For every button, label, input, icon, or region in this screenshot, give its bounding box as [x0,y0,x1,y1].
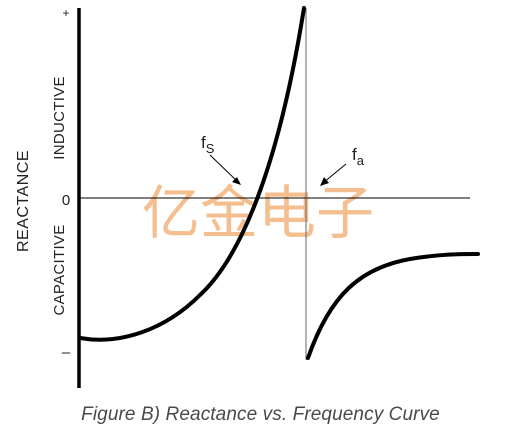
region-label-capacitive: CAPACITIVE [51,224,68,315]
y-tick-zero: 0 [62,192,70,209]
reactance-curve-right [306,252,480,360]
fs-arrowhead [232,177,241,185]
fa-label: fa [352,145,365,168]
fa-arrow [322,163,347,184]
fs-arrow [209,154,239,183]
y-tick-minus: – [62,344,71,361]
region-label-inductive: INDUCTIVE [51,76,68,160]
fa-arrowhead [320,177,329,186]
figure-caption: Figure B) Reactance vs. Frequency Curve [81,404,440,425]
y-tick-plus: + [62,6,69,20]
fs-label: fS [201,133,215,156]
reactance-curve-left [78,6,306,342]
y-axis-label: REACTANCE [15,150,32,252]
